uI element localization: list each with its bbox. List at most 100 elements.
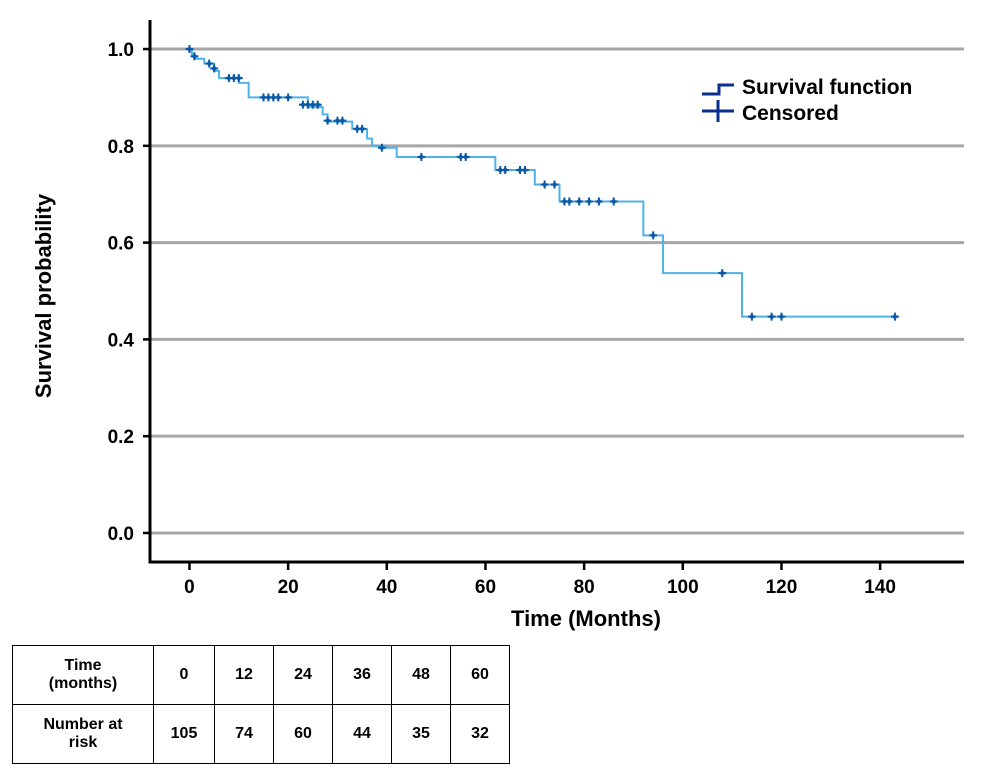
legend: Survival function Censored: [702, 76, 912, 125]
censored-marker-dot: [285, 95, 291, 100]
censored-marker: [540, 180, 549, 189]
censored-marker-dot: [211, 66, 217, 71]
censored-marker: [313, 100, 322, 109]
censored-marker-dot: [720, 270, 725, 276]
censored-marker: [190, 52, 199, 61]
censored-marker-dot: [611, 199, 616, 204]
censored-marker-dot: [340, 118, 345, 123]
censored-marker-dot: [276, 95, 281, 100]
risk-table-atrisk-cell: 60: [273, 704, 333, 764]
censored-marker: [585, 197, 594, 206]
x-tick-label: 140: [864, 577, 896, 598]
censored-marker-dot: [207, 61, 212, 66]
censored-marker-dot: [542, 182, 547, 187]
survival-function-legend-icon: [702, 83, 734, 96]
y-tick-label: 1.0: [108, 40, 134, 61]
censored-marker-dot: [651, 233, 656, 238]
y-tick-label: 0.4: [108, 330, 135, 351]
censored-marker-dot: [522, 167, 528, 173]
censored-marker: [747, 312, 756, 321]
atrisk-header-line2: risk: [68, 734, 98, 751]
censored-marker-dot: [419, 154, 424, 160]
censored-marker: [205, 59, 214, 68]
legend-censored-label: Censored: [742, 102, 839, 125]
censored-marker-dot: [226, 75, 232, 81]
censored-marker-dot: [300, 102, 306, 107]
survival-chart: 0.0 0.2 0.4 0.6 0.8 1.0 0 20 40 60 80 100 120 140 Ti…: [31, 20, 964, 631]
censored-marker-dot: [892, 314, 898, 319]
censored-marker: [417, 152, 426, 161]
censored-marker-dot: [261, 95, 266, 100]
risk-table-atrisk-cell: 105: [153, 704, 215, 764]
x-tick-label: 120: [766, 577, 798, 598]
censored-marker: [461, 152, 470, 161]
censored-marker-dot: [315, 102, 320, 107]
censored-marker-dot: [271, 95, 276, 100]
censored-marker: [338, 116, 347, 125]
censored-marker: [323, 116, 332, 125]
censored-marker-dot: [749, 314, 755, 319]
censored-marker-dot: [458, 154, 463, 160]
censored-marker-dot: [359, 126, 365, 132]
censored-marker-dot: [552, 182, 557, 187]
censored-marker-dot: [586, 199, 592, 204]
y-tick-label: 0.0: [108, 524, 134, 545]
censored-marker: [550, 180, 559, 189]
censored-marker: [890, 312, 899, 321]
risk-table-time-cell: 0: [153, 645, 215, 705]
censored-marker-dot: [379, 145, 385, 150]
risk-table-atrisk-cell: 44: [332, 704, 392, 764]
censored-marker-dot: [567, 199, 572, 204]
y-tick-label: 0.8: [108, 137, 134, 158]
censored-marker-dot: [335, 118, 340, 123]
risk-table-time-cell: 60: [450, 645, 510, 705]
number-at-risk-table: Time (months) 0 12 24 36 48 60 Number at…: [12, 645, 510, 764]
censored-marker: [609, 197, 618, 206]
censored-marker-dot: [187, 46, 192, 52]
risk-table-time-cell: 24: [273, 645, 333, 705]
risk-table-time-header: Time (months): [12, 645, 154, 705]
legend-survival-label: Survival function: [742, 76, 912, 99]
risk-table-time-cell: 36: [332, 645, 392, 705]
censored-markers: [185, 45, 899, 321]
x-tick-label: 60: [475, 577, 496, 598]
x-tick-label: 40: [376, 577, 397, 598]
x-tick-label: 80: [574, 577, 595, 598]
censored-marker: [718, 269, 727, 278]
censored-marker: [520, 166, 529, 175]
censored-marker: [234, 74, 243, 83]
censored-marker-dot: [503, 167, 508, 173]
censored-marker: [210, 64, 219, 73]
censored-marker: [565, 197, 574, 206]
gridlines: [150, 47, 964, 535]
censored-marker: [575, 197, 584, 206]
risk-table-atrisk-cell: 35: [391, 704, 451, 764]
risk-table-atrisk-cell: 32: [450, 704, 510, 764]
x-tick-label: 20: [278, 577, 299, 598]
censored-marker-dot: [192, 54, 197, 59]
y-tick-label: 0.6: [108, 234, 134, 255]
censored-marker-dot: [779, 314, 784, 319]
censored-marker: [185, 45, 194, 54]
risk-table-atrisk-cell: 74: [214, 704, 274, 764]
x-axis-title: Time (Months): [511, 606, 661, 631]
censored-marker: [501, 166, 510, 175]
risk-table-time-row: Time (months) 0 12 24 36 48 60: [12, 645, 510, 705]
risk-table-time-cell: 12: [214, 645, 274, 705]
censored-marker-dot: [266, 95, 271, 100]
axes: [143, 20, 964, 570]
censored-marker-dot: [577, 199, 582, 204]
censored-marker-dot: [596, 199, 602, 204]
censored-marker-dot: [355, 126, 360, 132]
y-axis-title: Survival probability: [31, 193, 56, 398]
censored-marker-dot: [231, 75, 237, 81]
risk-table-time-cell: 48: [391, 645, 451, 705]
censored-marker-dot: [498, 167, 503, 173]
atrisk-header-line1: Number at: [43, 716, 123, 733]
censored-marker-dot: [305, 102, 311, 107]
censored-marker-dot: [769, 314, 774, 319]
time-header-line1: Time: [64, 657, 102, 674]
x-tick-label: 0: [184, 577, 195, 598]
censored-marker: [284, 93, 293, 102]
censored-marker-dot: [325, 118, 330, 123]
